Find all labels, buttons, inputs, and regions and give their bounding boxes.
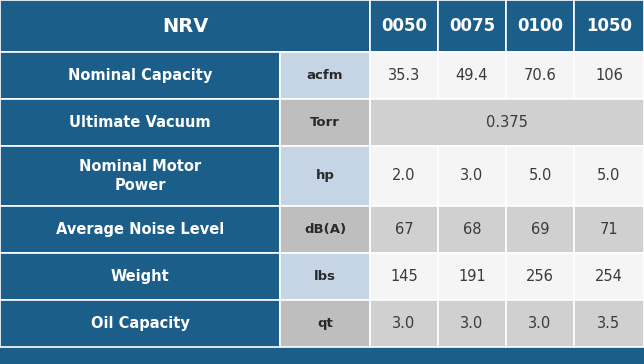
Text: 35.3: 35.3 (388, 68, 420, 83)
FancyBboxPatch shape (438, 52, 506, 99)
Text: 0100: 0100 (517, 17, 563, 35)
FancyBboxPatch shape (0, 206, 280, 253)
FancyBboxPatch shape (280, 300, 370, 347)
Text: 3.0: 3.0 (528, 316, 552, 331)
FancyBboxPatch shape (438, 206, 506, 253)
FancyBboxPatch shape (0, 146, 280, 206)
Text: hp: hp (316, 170, 334, 182)
Text: NRV: NRV (162, 16, 208, 36)
FancyBboxPatch shape (506, 52, 574, 99)
Text: 49.4: 49.4 (456, 68, 488, 83)
FancyBboxPatch shape (280, 146, 370, 206)
Text: 68: 68 (463, 222, 481, 237)
FancyBboxPatch shape (280, 253, 370, 300)
Text: acfm: acfm (307, 69, 343, 82)
Text: Torr: Torr (310, 116, 340, 129)
FancyBboxPatch shape (370, 99, 644, 146)
FancyBboxPatch shape (506, 206, 574, 253)
Text: 3.0: 3.0 (392, 316, 415, 331)
Text: qt: qt (317, 317, 333, 330)
FancyBboxPatch shape (370, 300, 438, 347)
Text: Nominal Capacity: Nominal Capacity (68, 68, 212, 83)
Text: lbs: lbs (314, 270, 336, 283)
FancyBboxPatch shape (438, 300, 506, 347)
Text: 3.5: 3.5 (598, 316, 621, 331)
FancyBboxPatch shape (280, 99, 370, 146)
FancyBboxPatch shape (370, 206, 438, 253)
Text: 145: 145 (390, 269, 418, 284)
Text: 70.6: 70.6 (524, 68, 556, 83)
FancyBboxPatch shape (0, 253, 280, 300)
Text: 2.0: 2.0 (392, 169, 416, 183)
FancyBboxPatch shape (280, 52, 370, 99)
FancyBboxPatch shape (574, 300, 644, 347)
FancyBboxPatch shape (574, 52, 644, 99)
FancyBboxPatch shape (370, 52, 438, 99)
Text: 3.0: 3.0 (460, 316, 484, 331)
Text: dB(A): dB(A) (304, 223, 346, 236)
FancyBboxPatch shape (574, 253, 644, 300)
FancyBboxPatch shape (438, 253, 506, 300)
Text: 1050: 1050 (586, 17, 632, 35)
FancyBboxPatch shape (370, 253, 438, 300)
Text: 3.0: 3.0 (460, 169, 484, 183)
Text: Ultimate Vacuum: Ultimate Vacuum (69, 115, 211, 130)
Text: Oil Capacity: Oil Capacity (91, 316, 189, 331)
Text: 5.0: 5.0 (528, 169, 552, 183)
Text: 67: 67 (395, 222, 413, 237)
FancyBboxPatch shape (0, 300, 280, 347)
Text: 191: 191 (458, 269, 486, 284)
FancyBboxPatch shape (0, 0, 370, 52)
Text: 254: 254 (595, 269, 623, 284)
FancyBboxPatch shape (574, 146, 644, 206)
FancyBboxPatch shape (506, 0, 574, 52)
FancyBboxPatch shape (506, 146, 574, 206)
Text: 69: 69 (531, 222, 549, 237)
FancyBboxPatch shape (506, 300, 574, 347)
FancyBboxPatch shape (370, 146, 438, 206)
Text: Nominal Motor
Power: Nominal Motor Power (79, 159, 201, 193)
Text: 0.375: 0.375 (486, 115, 528, 130)
Text: 0050: 0050 (381, 17, 427, 35)
Text: 5.0: 5.0 (598, 169, 621, 183)
FancyBboxPatch shape (0, 52, 280, 99)
Text: 0075: 0075 (449, 17, 495, 35)
FancyBboxPatch shape (0, 99, 280, 146)
FancyBboxPatch shape (438, 0, 506, 52)
FancyBboxPatch shape (506, 253, 574, 300)
Text: 71: 71 (600, 222, 618, 237)
Text: Average Noise Level: Average Noise Level (56, 222, 224, 237)
FancyBboxPatch shape (438, 146, 506, 206)
FancyBboxPatch shape (370, 0, 438, 52)
Text: 256: 256 (526, 269, 554, 284)
FancyBboxPatch shape (574, 0, 644, 52)
FancyBboxPatch shape (574, 206, 644, 253)
FancyBboxPatch shape (280, 206, 370, 253)
Text: 106: 106 (595, 68, 623, 83)
Text: Weight: Weight (111, 269, 169, 284)
